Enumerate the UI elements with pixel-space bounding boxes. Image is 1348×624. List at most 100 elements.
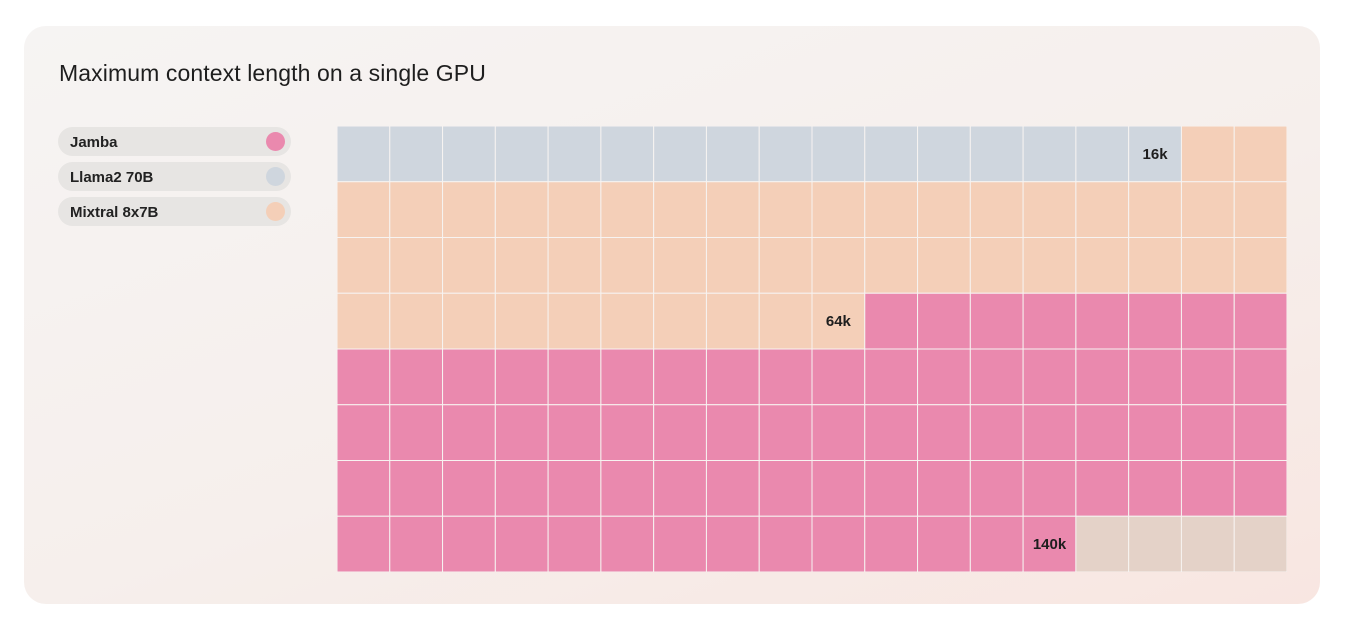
waffle-cell-mixtral-8x7b	[653, 237, 707, 294]
waffle-cell-jamba	[811, 404, 866, 461]
waffle-cell-jamba	[917, 515, 971, 572]
waffle-cell-jamba	[337, 460, 391, 517]
legend-item-llama2: Llama2 70B	[58, 162, 291, 191]
waffle-cell-jamba	[1075, 292, 1130, 350]
waffle-cell-empty	[1233, 515, 1287, 572]
waffle-cell-jamba	[1075, 460, 1130, 517]
waffle-cell-mixtral-8x7b	[547, 292, 602, 350]
waffle-cell-jamba	[337, 404, 391, 461]
legend-item-mixtral: Mixtral 8x7B	[58, 197, 291, 226]
waffle-cell-jamba	[1128, 460, 1182, 517]
waffle-cell-jamba	[705, 404, 760, 461]
waffle-cell-jamba	[758, 404, 813, 461]
waffle-cell-jamba	[442, 515, 496, 572]
waffle-cell-mixtral-8x7b	[969, 237, 1024, 294]
waffle-cell-mixtral-8x7b	[811, 292, 866, 350]
waffle-cell-jamba	[494, 348, 549, 406]
waffle-cell-jamba	[1233, 292, 1287, 350]
waffle-cell-jamba	[547, 404, 602, 461]
waffle-cell-mixtral-8x7b	[1180, 237, 1235, 294]
waffle-cell-mixtral-8x7b	[494, 237, 549, 294]
waffle-cell-jamba	[864, 460, 919, 517]
waffle-cell-mixtral-8x7b	[705, 237, 760, 294]
waffle-cell-mixtral-8x7b	[1075, 237, 1130, 294]
data-label: 64k	[826, 313, 852, 330]
waffle-cell-llama2-70b	[389, 126, 444, 183]
waffle-cell-jamba	[705, 348, 760, 406]
waffle-cell-jamba	[442, 460, 496, 517]
waffle-cell-jamba	[600, 460, 655, 517]
waffle-cell-mixtral-8x7b	[1180, 126, 1235, 183]
waffle-cell-jamba	[653, 460, 707, 517]
waffle-cell-mixtral-8x7b	[811, 237, 866, 294]
waffle-cell-mixtral-8x7b	[1128, 181, 1182, 238]
waffle-cell-jamba	[1233, 404, 1287, 461]
waffle-cell-jamba	[389, 515, 444, 572]
waffle-cell-jamba	[1128, 292, 1182, 350]
waffle-cell-jamba	[337, 515, 391, 572]
waffle-cell-mixtral-8x7b	[442, 292, 496, 350]
waffle-cell-jamba	[494, 460, 549, 517]
waffle-cell-jamba	[389, 460, 444, 517]
waffle-cell-mixtral-8x7b	[811, 181, 866, 238]
waffle-cell-jamba	[1075, 348, 1130, 406]
waffle-cell-mixtral-8x7b	[1128, 237, 1182, 294]
waffle-cell-mixtral-8x7b	[758, 292, 813, 350]
waffle-cell-jamba	[442, 404, 496, 461]
waffle-cell-jamba	[969, 348, 1024, 406]
waffle-cell-mixtral-8x7b	[758, 237, 813, 294]
waffle-cell-jamba	[389, 404, 444, 461]
waffle-cell-jamba	[600, 515, 655, 572]
waffle-cell-jamba	[1180, 292, 1235, 350]
waffle-cell-jamba	[811, 515, 866, 572]
waffle-cell-empty	[1128, 515, 1182, 572]
waffle-cell-mixtral-8x7b	[494, 181, 549, 238]
waffle-cell-mixtral-8x7b	[1022, 181, 1077, 238]
waffle-cell-mixtral-8x7b	[337, 181, 391, 238]
waffle-cell-mixtral-8x7b	[600, 292, 655, 350]
waffle-cell-llama2-70b	[547, 126, 602, 183]
waffle-cell-mixtral-8x7b	[1233, 126, 1287, 183]
waffle-cell-jamba	[600, 404, 655, 461]
data-label: 140k	[1033, 536, 1067, 553]
waffle-cell-jamba	[1128, 404, 1182, 461]
waffle-cell-jamba	[547, 515, 602, 572]
waffle-cell-jamba	[864, 292, 919, 350]
legend-swatch-mixtral	[266, 202, 285, 221]
waffle-cell-jamba	[917, 292, 971, 350]
waffle-cell-llama2-70b	[600, 126, 655, 183]
waffle-cell-empty	[1180, 515, 1235, 572]
waffle-cell-mixtral-8x7b	[705, 181, 760, 238]
waffle-cell-jamba	[811, 348, 866, 406]
waffle-cell-mixtral-8x7b	[600, 237, 655, 294]
waffle-cell-jamba	[1022, 292, 1077, 350]
waffle-cell-mixtral-8x7b	[494, 292, 549, 350]
waffle-cell-mixtral-8x7b	[969, 181, 1024, 238]
waffle-cell-mixtral-8x7b	[442, 181, 496, 238]
waffle-cell-jamba	[1128, 348, 1182, 406]
waffle-cell-jamba	[917, 404, 971, 461]
waffle-cell-mixtral-8x7b	[758, 181, 813, 238]
waffle-cell-mixtral-8x7b	[337, 237, 391, 294]
waffle-cell-empty	[1075, 515, 1130, 572]
waffle-cell-mixtral-8x7b	[653, 292, 707, 350]
waffle-cell-jamba	[1180, 404, 1235, 461]
waffle-cell-jamba	[1022, 348, 1077, 406]
waffle-cell-llama2-70b	[917, 126, 971, 183]
chart-card: Maximum context length on a single GPU J…	[24, 26, 1320, 604]
legend-swatch-jamba	[266, 132, 285, 151]
legend: Jamba Llama2 70B Mixtral 8x7B	[58, 127, 291, 232]
waffle-cell-jamba	[442, 348, 496, 406]
waffle-cell-llama2-70b	[705, 126, 760, 183]
waffle-cell-jamba	[1075, 404, 1130, 461]
legend-label: Mixtral 8x7B	[70, 204, 159, 221]
waffle-cell-mixtral-8x7b	[705, 292, 760, 350]
waffle-cell-mixtral-8x7b	[389, 292, 444, 350]
waffle-cell-llama2-70b	[864, 126, 919, 183]
waffle-cell-jamba	[653, 515, 707, 572]
waffle-cell-jamba	[969, 292, 1024, 350]
waffle-cell-llama2-70b	[1022, 126, 1077, 183]
waffle-cell-jamba	[1180, 460, 1235, 517]
waffle-cell-jamba	[705, 460, 760, 517]
waffle-cell-jamba	[969, 515, 1024, 572]
